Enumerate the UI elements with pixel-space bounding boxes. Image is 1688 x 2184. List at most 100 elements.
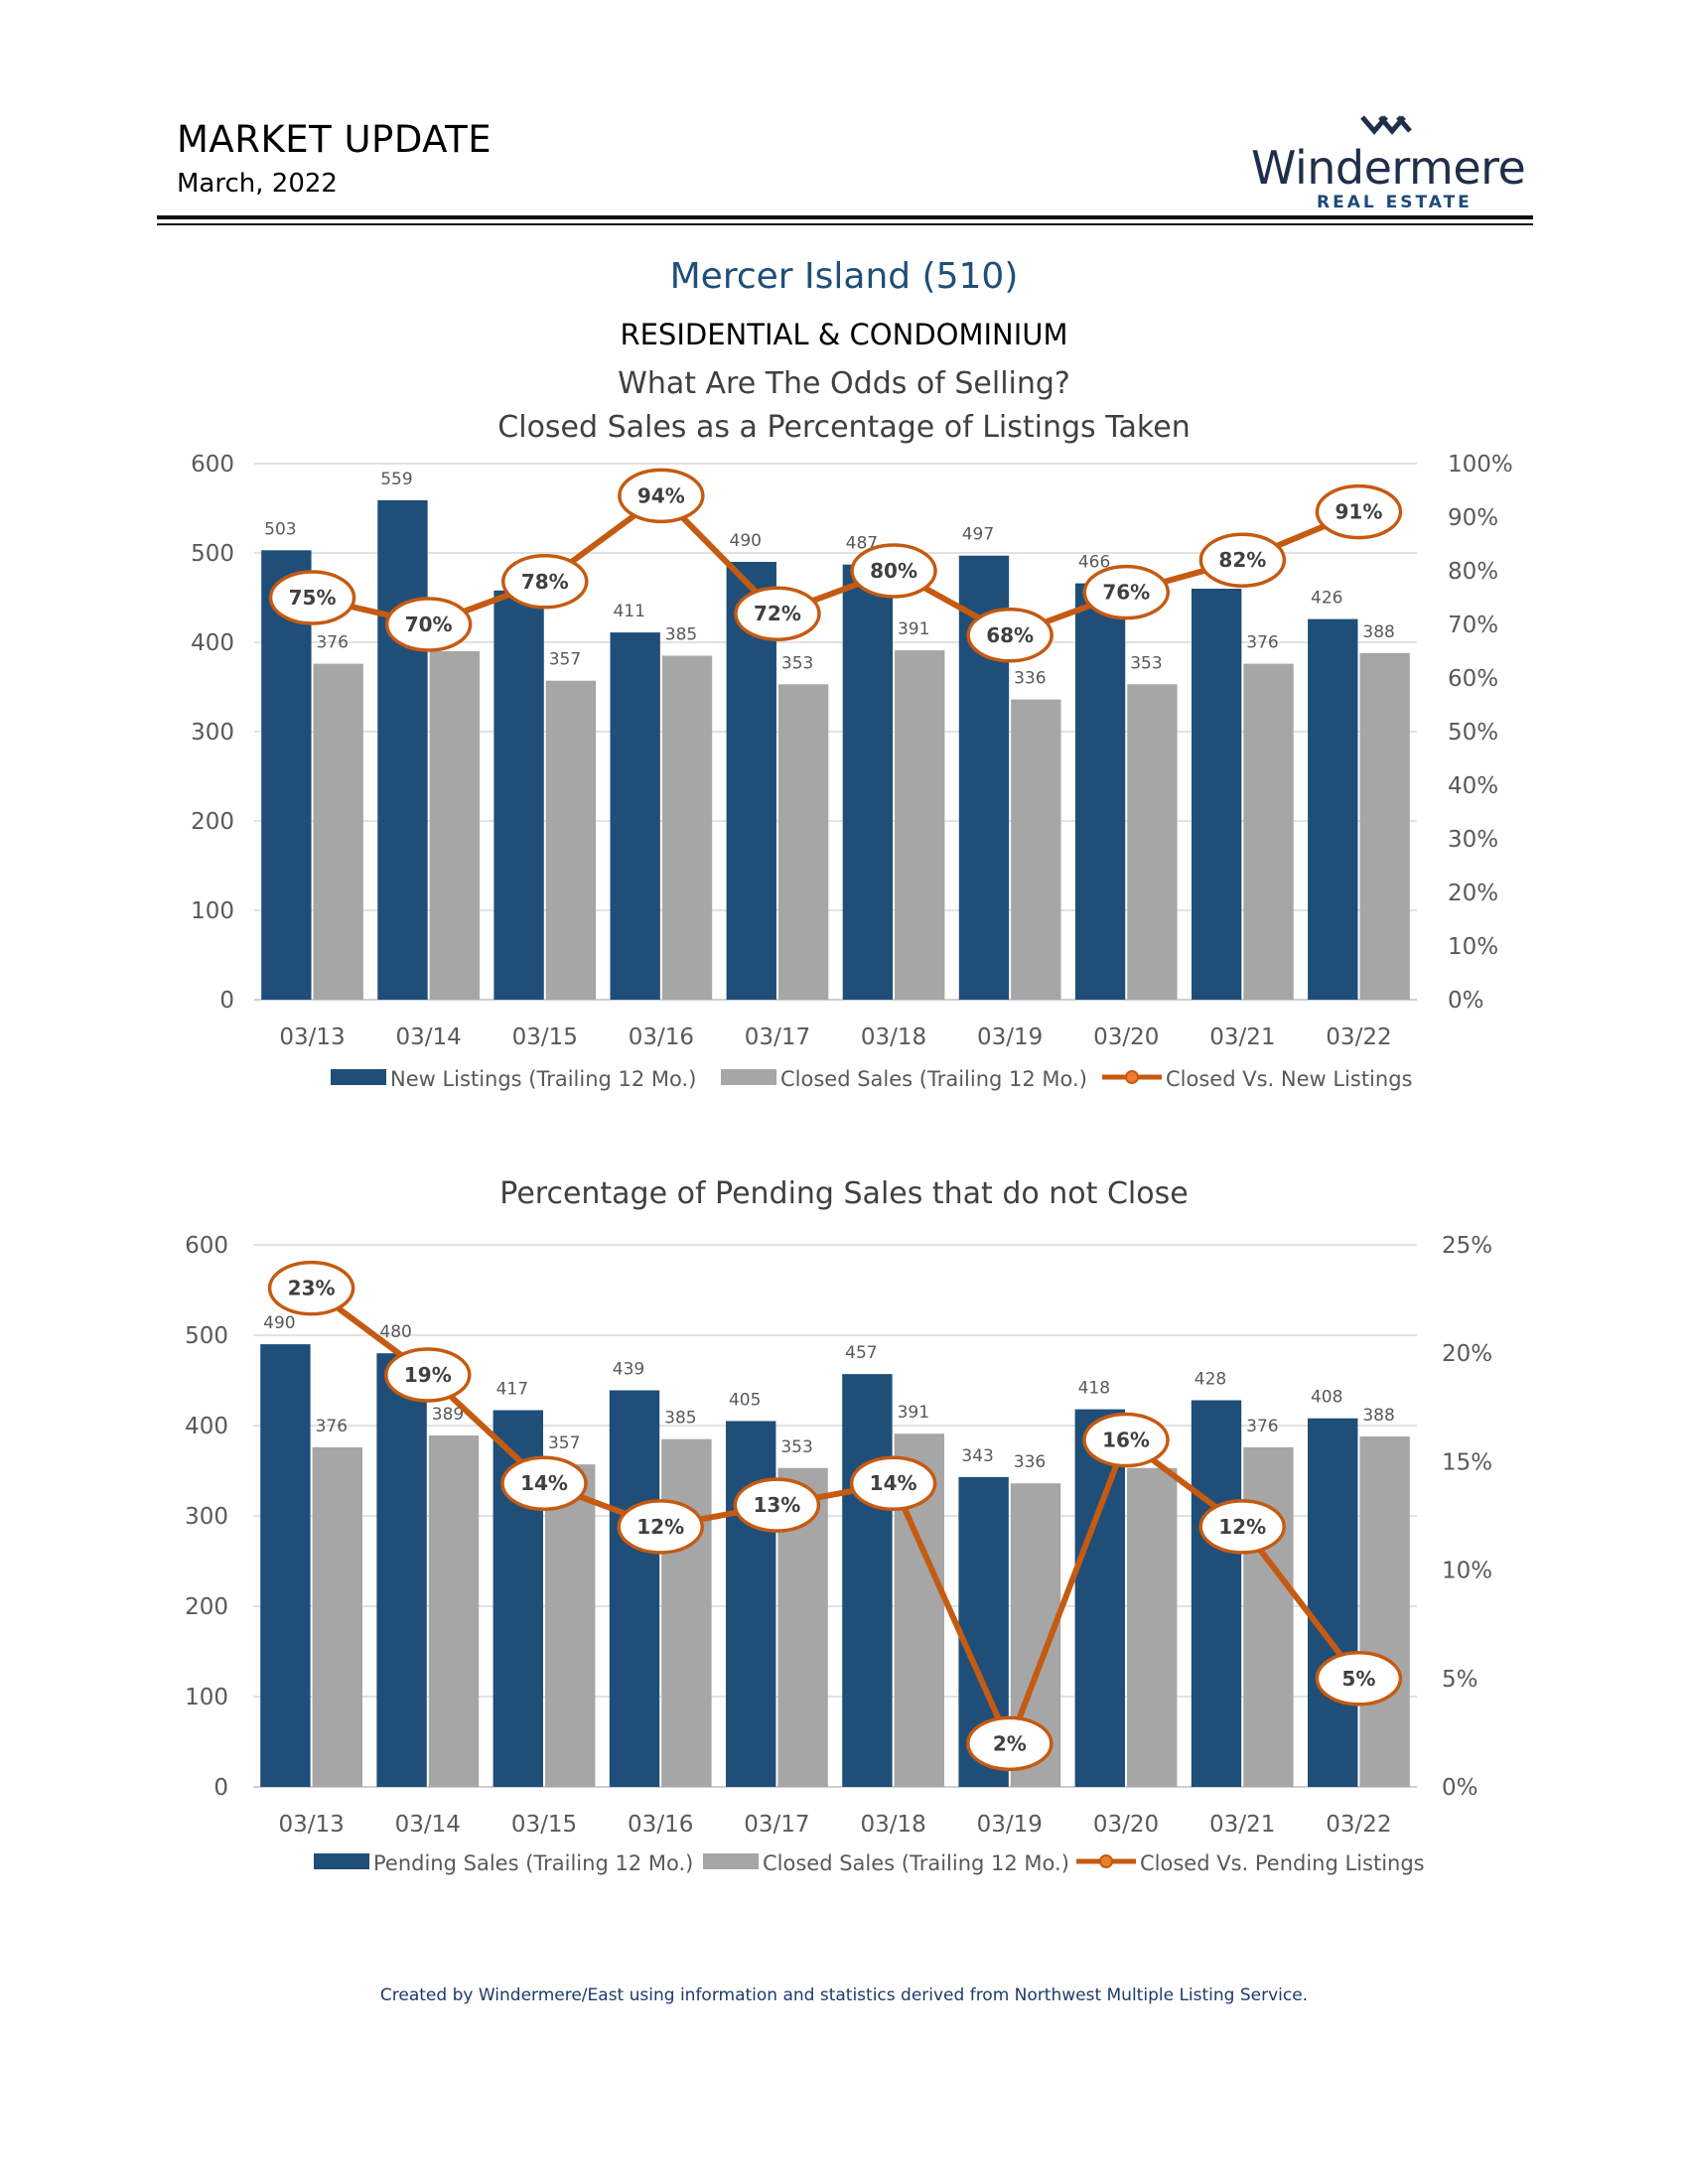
ratio-data-point <box>1315 1651 1403 1706</box>
ratio-data-point <box>267 1260 355 1316</box>
report-title: MARKET UPDATE <box>177 118 492 161</box>
ratio-data-point <box>849 1455 937 1511</box>
chart-title-line: What Are The Odds of Selling? <box>618 366 1070 401</box>
legend-label: Closed Sales (Trailing 12 Mo.) <box>763 1851 1069 1875</box>
ratio-data-point <box>1082 564 1170 620</box>
bar-series-2-data-label: 391 <box>898 1403 929 1423</box>
x-axis-tick-label: 03/17 <box>745 1024 810 1050</box>
bar-series-1-data-label: 343 <box>961 1446 993 1466</box>
bar-series-1-data-label: 428 <box>1195 1370 1226 1390</box>
y2-axis-tick-label: 100% <box>1448 452 1513 478</box>
y2-axis-tick-label: 30% <box>1448 827 1498 853</box>
bar-series-1 <box>610 632 660 1000</box>
x-axis-tick-label: 03/20 <box>1093 1812 1159 1838</box>
ratio-data-point <box>384 597 473 652</box>
property-type-subtitle: RESIDENTIAL & CONDOMINIUM <box>620 318 1068 351</box>
bar-series-2 <box>545 680 597 1000</box>
bar-series-1-data-label: 457 <box>845 1343 877 1363</box>
ratio-data-label: 68% <box>986 623 1034 647</box>
bar-series-2-data-label: 385 <box>665 625 697 645</box>
bar-series-2 <box>895 650 945 1000</box>
x-axis-tick-label: 03/13 <box>279 1024 345 1050</box>
y2-axis-tick-label: 50% <box>1448 720 1498 746</box>
ratio-line <box>309 1286 1361 1747</box>
bar-series-1 <box>1308 618 1358 1000</box>
legend-label: Closed Vs. Pending Listings <box>1140 1851 1425 1875</box>
ratio-data-point <box>501 554 589 610</box>
y2-axis-tick-label: 15% <box>1442 1449 1492 1475</box>
legend-label: Closed Vs. New Listings <box>1166 1067 1412 1091</box>
bar-series-2-data-label: 357 <box>548 1433 580 1453</box>
bar-series-1 <box>609 1390 660 1787</box>
ratio-data-label: 75% <box>289 586 337 610</box>
x-axis-tick-label: 03/22 <box>1326 1812 1391 1838</box>
bar-series-1-data-label: 426 <box>1311 589 1342 609</box>
bar-series-2-data-label: 388 <box>1362 622 1394 642</box>
legend-swatch <box>703 1853 759 1869</box>
ratio-data-label: 23% <box>288 1277 336 1300</box>
x-axis-tick-label: 03/15 <box>512 1024 578 1050</box>
bar-series-1 <box>842 1374 893 1787</box>
bar-series-1 <box>1191 1400 1242 1787</box>
ratio-data-label: 70% <box>405 613 453 636</box>
bar-series-2-data-label: 389 <box>432 1405 464 1425</box>
y-axis-tick-label: 500 <box>185 1323 228 1349</box>
y2-axis-tick-label: 25% <box>1442 1233 1492 1259</box>
ratio-data-point <box>1198 1499 1286 1555</box>
header-rule-thin <box>157 223 1533 225</box>
report-date: March, 2022 <box>177 169 338 199</box>
bar-series-2 <box>1359 1435 1410 1787</box>
bar-series-1-data-label: 490 <box>263 1313 295 1333</box>
y2-axis-tick-label: 0% <box>1442 1775 1478 1801</box>
y2-axis-tick-label: 70% <box>1448 613 1498 638</box>
y2-axis-tick-label: 20% <box>1442 1341 1492 1367</box>
y2-axis-tick-label: 80% <box>1448 559 1498 585</box>
bar-series-1-data-label: 417 <box>496 1380 528 1400</box>
ratio-data-point <box>733 1477 821 1533</box>
y-axis-tick-label: 0 <box>219 988 234 1014</box>
chart-title-line: Percentage of Pending Sales that do not … <box>499 1176 1188 1211</box>
ratio-data-point <box>617 1499 704 1555</box>
bar-series-2 <box>661 655 713 1000</box>
bar-series-2 <box>313 663 363 1000</box>
ratio-data-label: 5% <box>1341 1667 1375 1691</box>
legend-swatch <box>331 1069 386 1085</box>
chart-title-line: Closed Sales as a Percentage of Listings… <box>497 410 1190 445</box>
bar-series-2-data-label: 353 <box>780 1437 812 1457</box>
bar-series-2-data-label: 336 <box>1014 669 1046 689</box>
bar-series-1-data-label: 503 <box>264 519 296 539</box>
bar-series-1-data-label: 497 <box>962 525 994 545</box>
ratio-data-label: 94% <box>637 483 685 507</box>
x-axis-tick-label: 03/13 <box>278 1812 344 1838</box>
ratio-data-point <box>1198 532 1287 588</box>
bar-series-1-data-label: 559 <box>380 470 412 489</box>
y-axis-tick-label: 600 <box>191 452 234 478</box>
legend-swatch <box>314 1853 369 1869</box>
bar-series-1-data-label: 490 <box>730 531 762 551</box>
x-axis-tick-label: 03/22 <box>1326 1024 1391 1050</box>
ratio-data-point <box>500 1455 588 1511</box>
y-axis-tick-label: 300 <box>191 720 234 746</box>
y2-axis-tick-label: 90% <box>1448 505 1498 531</box>
pending-not-close-chart: Percentage of Pending Sales that do not … <box>185 1176 1492 1875</box>
odds-of-selling-chart: What Are The Odds of Selling? Closed Sale… <box>191 366 1513 1091</box>
bar-series-2 <box>1243 1446 1294 1787</box>
bar-series-2 <box>545 1464 596 1787</box>
bar-series-1-data-label: 466 <box>1078 553 1110 573</box>
ratio-data-point <box>1315 483 1403 540</box>
y-axis-tick-label: 300 <box>185 1504 228 1530</box>
bar-series-1-data-label: 411 <box>613 602 644 621</box>
y-axis-tick-label: 500 <box>191 541 234 567</box>
bar-series-1 <box>842 564 894 1000</box>
x-axis-tick-label: 03/16 <box>629 1024 694 1050</box>
bar-series-2 <box>661 1438 712 1787</box>
bar-series-1 <box>1308 1418 1358 1787</box>
x-axis-tick-label: 03/14 <box>396 1024 462 1050</box>
ratio-data-label: 72% <box>754 602 801 625</box>
y-axis-tick-label: 400 <box>185 1414 228 1439</box>
bar-series-1-data-label: 418 <box>1078 1379 1110 1399</box>
bar-series-2 <box>312 1446 362 1787</box>
x-axis-tick-label: 03/20 <box>1093 1024 1159 1050</box>
ratio-data-label: 14% <box>870 1471 917 1495</box>
ratio-data-point <box>966 608 1054 663</box>
